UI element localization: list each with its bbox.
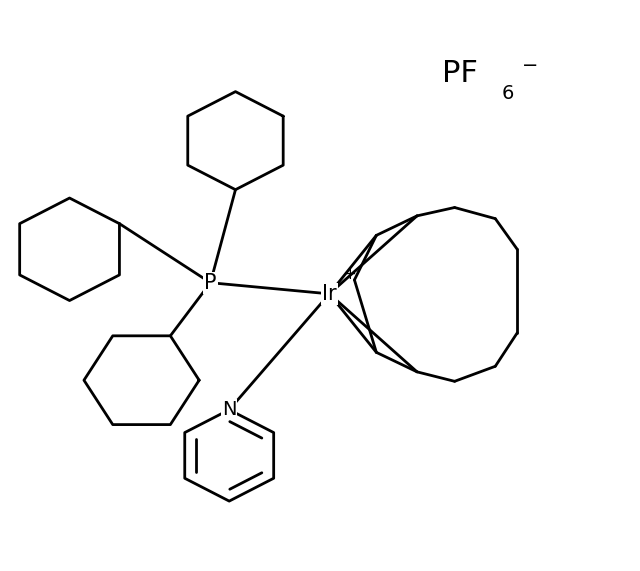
- Text: N: N: [222, 400, 236, 419]
- Text: PF: PF: [442, 59, 478, 88]
- Text: 6: 6: [502, 84, 514, 103]
- Text: Ir: Ir: [322, 284, 337, 304]
- Text: −: −: [522, 56, 538, 75]
- Text: P: P: [204, 273, 217, 293]
- Text: +: +: [344, 267, 356, 282]
